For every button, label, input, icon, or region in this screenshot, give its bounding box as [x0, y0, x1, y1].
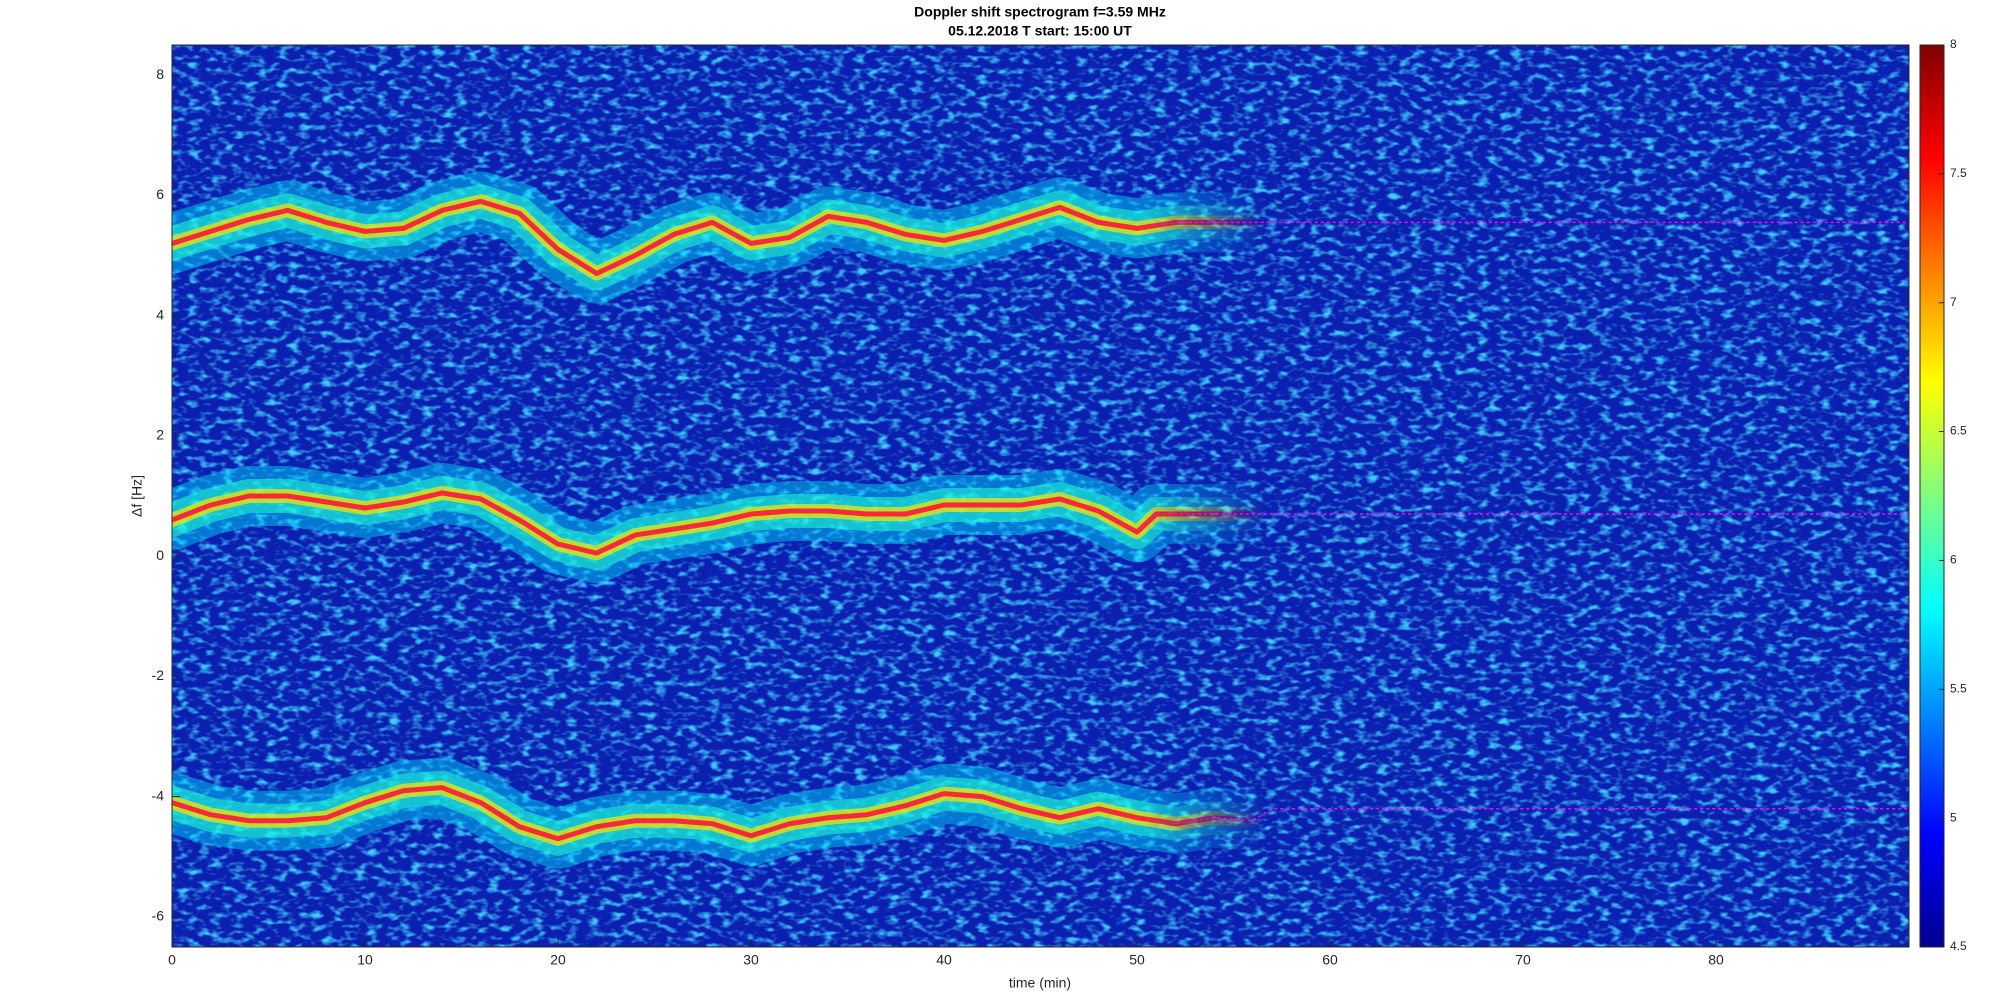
colorbar-tick-label: 5: [1950, 810, 1957, 824]
spectral-bands: [172, 171, 1909, 869]
y-tick-label: -2: [152, 667, 165, 683]
colorbar-tick-label: 7: [1950, 295, 1957, 309]
x-tick-label: 50: [1129, 952, 1145, 968]
y-tick-label: -4: [152, 787, 165, 803]
colorbar-tick-label: 6.5: [1950, 424, 1967, 438]
y-tick-label: 2: [156, 427, 164, 443]
spectral-band: [172, 490, 1909, 556]
x-axis-label: time (min): [1009, 975, 1071, 991]
y-tick-label: 4: [156, 306, 164, 322]
x-tick-label: 40: [936, 952, 952, 968]
x-tick-label: 60: [1322, 952, 1338, 968]
x-tick-label: 10: [357, 952, 373, 968]
chart-subtitle: 05.12.2018 T start: 15:00 UT: [948, 23, 1132, 39]
colorbar-tick-label: 5.5: [1950, 681, 1967, 695]
chart-title: Doppler shift spectrogram f=3.59 MHz: [914, 4, 1166, 20]
plot-frame: [171, 44, 1910, 948]
colorbar-tick-label: 6: [1950, 553, 1957, 567]
colorbar-tick-label: 7.5: [1950, 166, 1967, 180]
x-tick-label: 0: [168, 952, 176, 968]
colorbar-tick-label: 4.5: [1950, 939, 1967, 953]
trace-line: [172, 200, 1909, 275]
y-tick-label: -6: [152, 908, 165, 924]
trace-line: [172, 786, 1909, 840]
y-tick-label: 6: [156, 186, 164, 202]
y-tick-label: 8: [156, 66, 164, 82]
x-tick-label: 80: [1708, 952, 1724, 968]
y-axis-label: Δf [Hz]: [129, 475, 145, 517]
colorbar-tick-label: 8: [1950, 37, 1957, 51]
x-tick-label: 20: [550, 952, 566, 968]
traces: [172, 200, 1909, 840]
x-tick-label: 70: [1515, 952, 1531, 968]
y-tick-label: 0: [156, 547, 164, 563]
colorbar: [1919, 44, 1945, 948]
x-tick-label: 30: [743, 952, 759, 968]
